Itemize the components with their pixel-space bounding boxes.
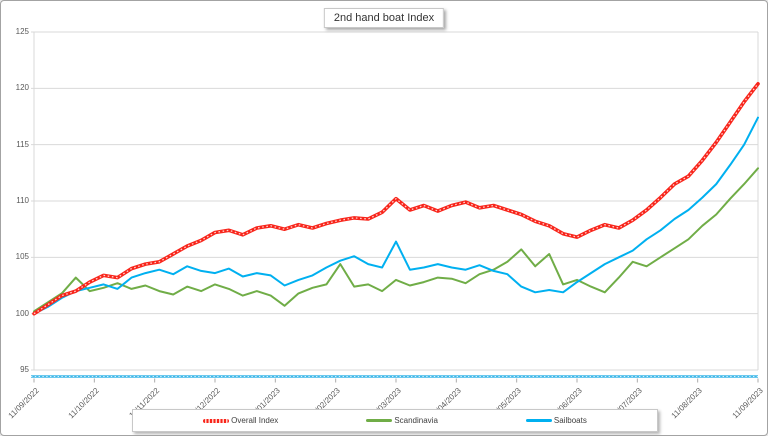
y-axis-tick-label: 125 [15, 27, 29, 36]
series-line-sailboats [33, 116, 759, 315]
legend-label: Overall Index [231, 416, 279, 425]
chart-title[interactable]: 2nd hand boat Index [323, 8, 445, 28]
legend-label: Scandinavia [394, 416, 438, 425]
y-axis-tick-label: 120 [15, 83, 29, 93]
chart-legend[interactable]: Overall Index Scandinavia Sailboats [132, 409, 658, 432]
y-axis-tick-label: 110 [16, 196, 29, 205]
series-line-overlay [33, 83, 759, 315]
legend-item-scandinavia[interactable]: Scandinavia [366, 416, 438, 425]
legend-label: Sailboats [553, 416, 587, 425]
y-axis-tick-label: 115 [16, 139, 29, 149]
overall-index-line-swatch-icon [203, 418, 230, 423]
y-axis-tick-label: 105 [15, 252, 29, 262]
series-line-scandinavia [33, 167, 759, 313]
y-axis-tick-label: 95 [20, 365, 29, 374]
legend-item-overall-index[interactable]: Overall Index [203, 416, 278, 425]
scandinavia-line-swatch-icon [366, 419, 393, 422]
legend-item-sailboats[interactable]: Sailboats [525, 416, 587, 425]
sailboats-line-swatch-icon [525, 419, 552, 422]
y-axis-tick-label: 100 [15, 308, 29, 318]
